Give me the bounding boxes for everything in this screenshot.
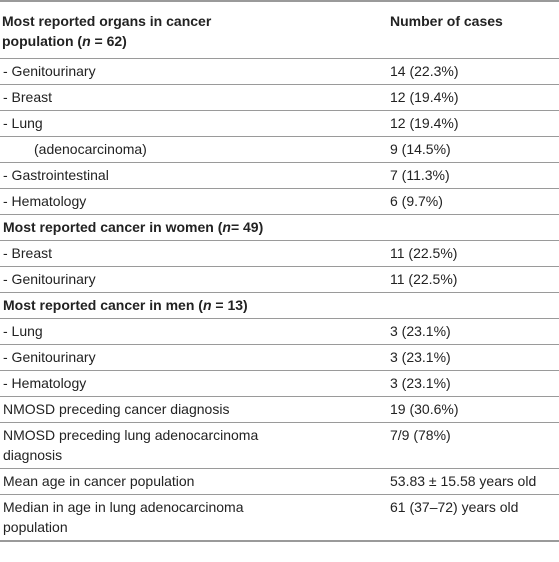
section-title: Most reported cancer in men (n = 13) (3, 297, 248, 313)
row-label: Median in age in lung adenocarcinoma popu… (3, 499, 244, 535)
row-label: - Lung (3, 115, 43, 131)
row-value: 9 (14.5%) (390, 141, 451, 157)
row-value: 12 (19.4%) (390, 115, 459, 131)
table-header-row: Most reported organs in cancer populatio… (0, 1, 559, 59)
table-row: (adenocarcinoma) 9 (14.5%) (0, 137, 559, 163)
table-row: Median in age in lung adenocarcinoma popu… (0, 495, 559, 541)
cancer-statistics-table: Most reported organs in cancer populatio… (0, 1, 559, 541)
table-row: - Breast 12 (19.4%) (0, 85, 559, 111)
table-row: - Gastrointestinal 7 (11.3%) (0, 163, 559, 189)
table-row: - Genitourinary 3 (23.1%) (0, 345, 559, 371)
row-label: - Lung (3, 323, 43, 339)
row-value: 14 (22.3%) (390, 63, 459, 79)
row-label: - Genitourinary (3, 349, 96, 365)
row-value: 3 (23.1%) (390, 375, 451, 391)
row-value: 12 (19.4%) (390, 89, 459, 105)
row-value: 7 (11.3%) (390, 167, 450, 183)
table-row: - Lung 3 (23.1%) (0, 319, 559, 345)
table-row: - Breast 11 (22.5%) (0, 241, 559, 267)
row-value: 19 (30.6%) (390, 401, 459, 417)
row-value: 11 (22.5%) (390, 245, 458, 261)
table-row: Mean age in cancer population 53.83 ± 15… (0, 469, 559, 495)
row-label: - Hematology (3, 193, 87, 209)
section-title: Most reported cancer in women (n= 49) (3, 219, 264, 235)
table-row: - Hematology 3 (23.1%) (0, 371, 559, 397)
row-label: - Genitourinary (3, 63, 96, 79)
row-value: 61 (37–72) years old (390, 499, 519, 515)
table-row: - Lung 12 (19.4%) (0, 111, 559, 137)
row-label: NMOSD preceding cancer diagnosis (3, 401, 230, 417)
row-value: 53.83 ± 15.58 years old (390, 473, 537, 489)
row-label: - Hematology (3, 375, 87, 391)
header-cases: Number of cases (390, 13, 503, 29)
row-value: 3 (23.1%) (390, 349, 451, 365)
section-row-men: Most reported cancer in men (n = 13) (0, 293, 559, 319)
row-value: 7/9 (78%) (390, 427, 451, 443)
row-label: - Gastrointestinal (3, 167, 109, 183)
row-label: NMOSD preceding lung adenocarcinoma diagn… (3, 427, 259, 463)
table-row: - Genitourinary 11 (22.5%) (0, 267, 559, 293)
table-row: - Genitourinary 14 (22.3%) (0, 59, 559, 85)
row-value: 6 (9.7%) (390, 193, 443, 209)
row-value: 3 (23.1%) (390, 323, 451, 339)
table-row: - Hematology 6 (9.7%) (0, 189, 559, 215)
row-label: (adenocarcinoma) (34, 141, 147, 157)
row-value: 11 (22.5%) (390, 271, 458, 287)
header-organs: Most reported organs in cancer populatio… (2, 13, 212, 49)
row-label: - Breast (3, 89, 53, 105)
table-row: NMOSD preceding lung adenocarcinoma diagn… (0, 423, 559, 469)
table-row: NMOSD preceding cancer diagnosis 19 (30.… (0, 397, 559, 423)
row-label: - Breast (3, 245, 53, 261)
row-label: - Genitourinary (3, 271, 96, 287)
section-row-women: Most reported cancer in women (n= 49) (0, 215, 559, 241)
row-label: Mean age in cancer population (3, 473, 195, 489)
